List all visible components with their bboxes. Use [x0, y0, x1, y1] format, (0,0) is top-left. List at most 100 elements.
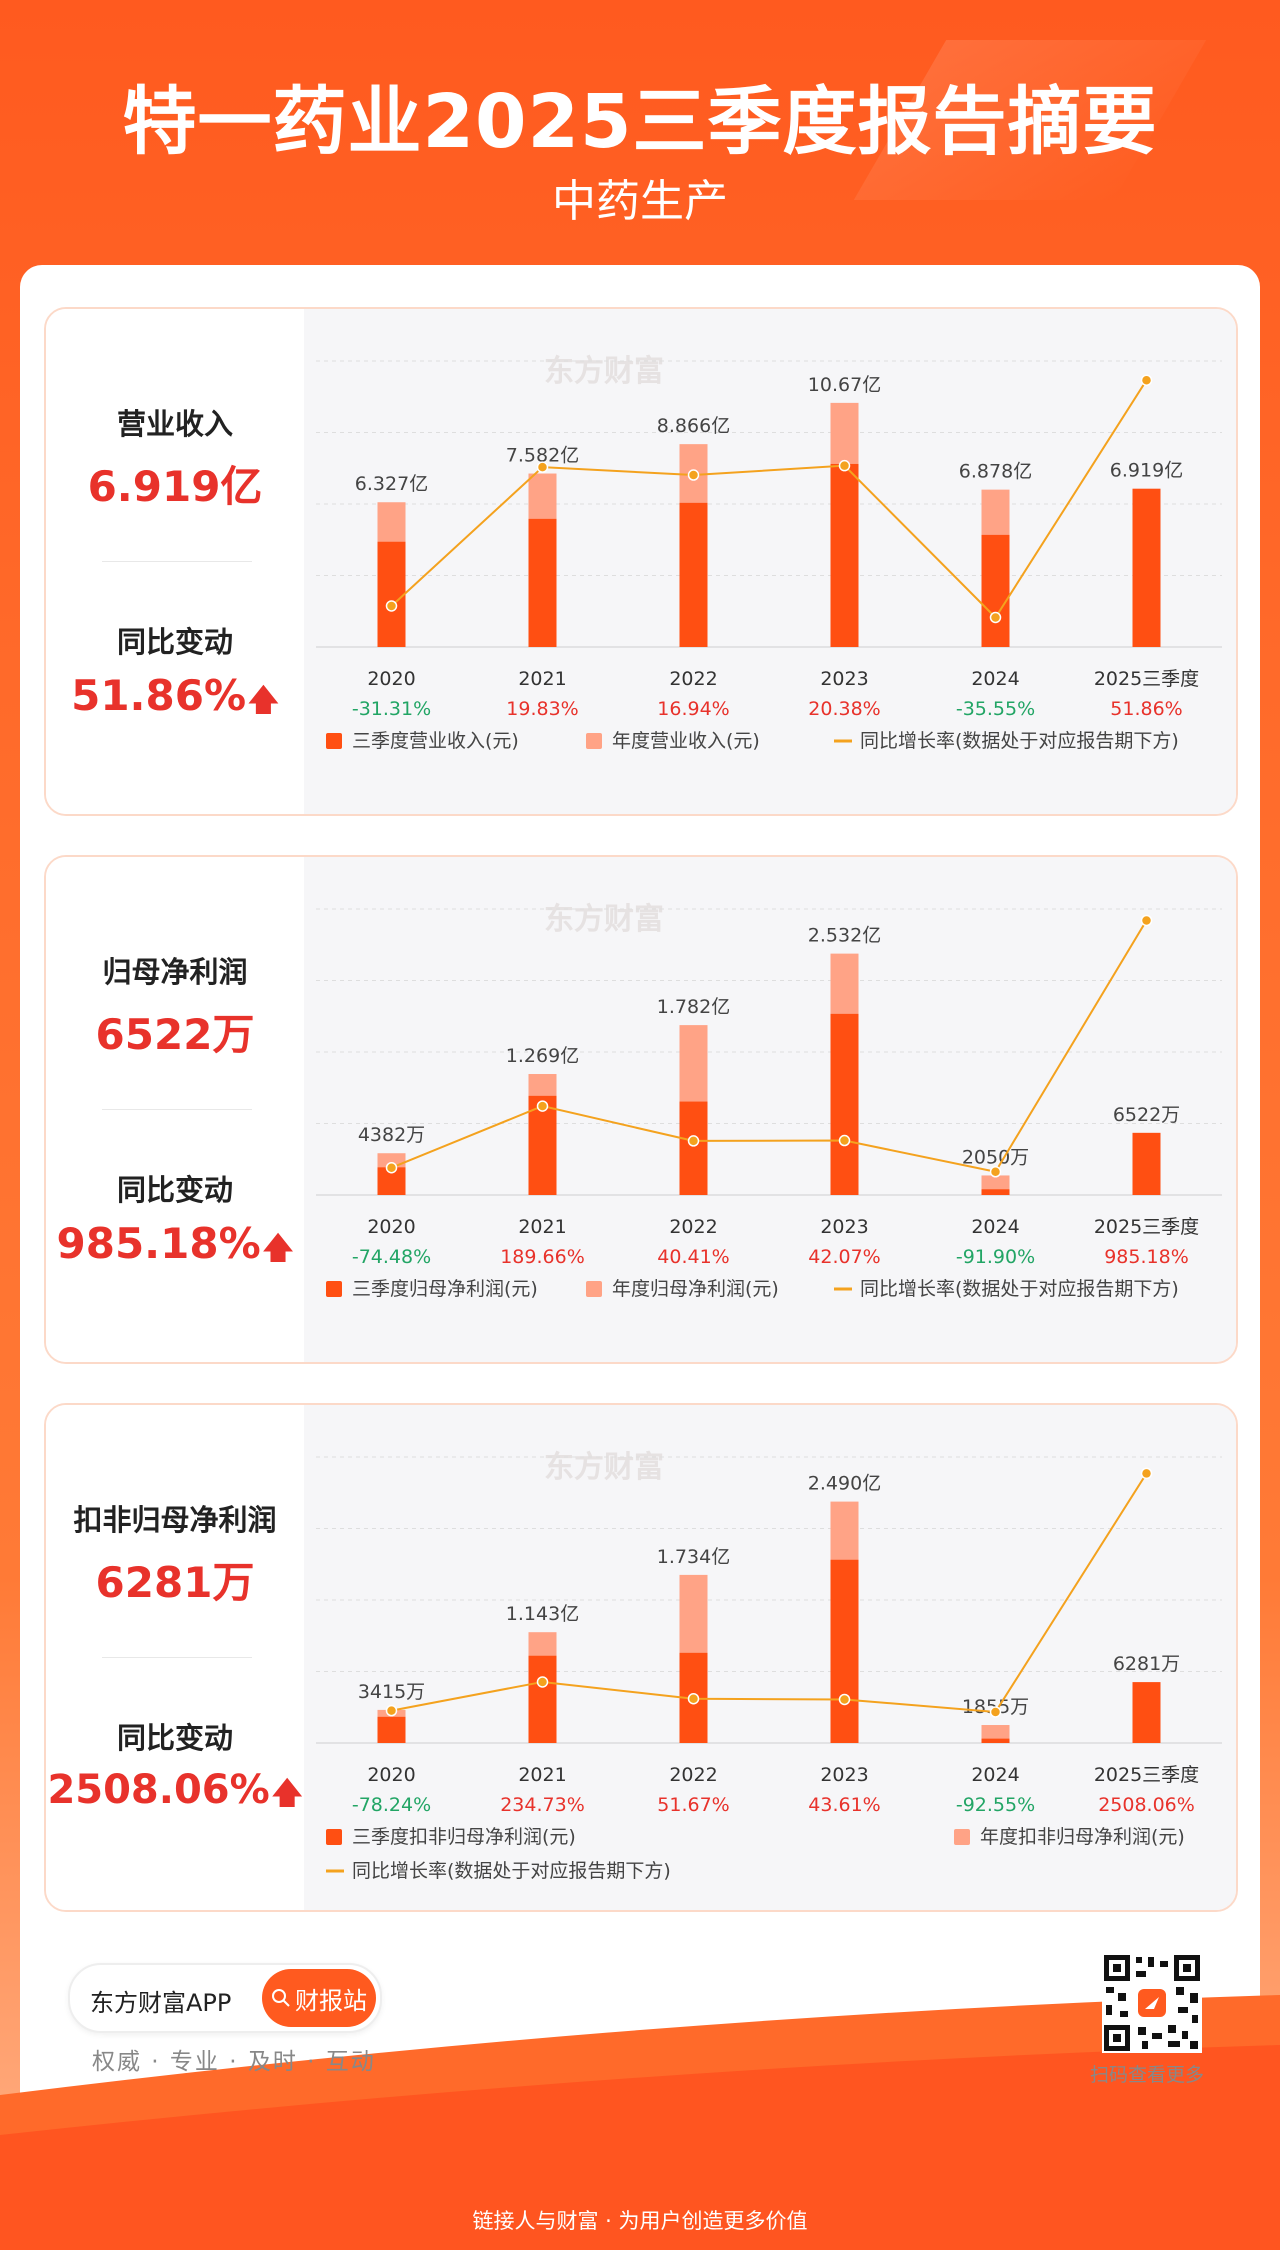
q3-bar: [528, 1655, 557, 1743]
change-value-row: 2508.06%🡅: [46, 1767, 304, 1822]
yoy-point: [385, 1161, 398, 1174]
page-subtitle: 中药生产: [552, 176, 728, 227]
yoy-label: 40.41%: [657, 1246, 729, 1268]
qr-code-icon[interactable]: [1102, 1953, 1202, 2053]
yoy-label: 20.38%: [808, 698, 880, 720]
yoy-label: -74.48%: [352, 1246, 431, 1268]
yoy-point: [536, 1100, 549, 1112]
metric-value: 6522万: [95, 1010, 255, 1059]
metric-label: 营业收入: [116, 407, 233, 441]
legend-label: 同比增长率(数据处于对应报告期下方): [352, 1860, 671, 1882]
bar-value-label: 6522万: [1113, 1104, 1180, 1126]
slogan: 权威 · 专业 · 及时 · 互动: [92, 2049, 376, 2075]
app-search-pill[interactable]: 东方财富APP 财报站: [68, 1963, 382, 2033]
deducted-profit-section: 扣非归母净利润 6281万 同比变动 2508.06%🡅 东方财富 3415万 20…: [44, 1403, 1238, 1912]
net-profit-chart-area: 东方财富 4382万 2020 -74.48% 1.269亿 2021 189.66% 1.7…: [304, 857, 1236, 1362]
deducted-profit-summary: 扣非归母净利润 6281万 同比变动 2508.06%🡅: [46, 1405, 304, 1910]
q3-bar: [981, 1738, 1010, 1743]
metric-label: 归母净利润: [102, 955, 248, 989]
yoy-point: [989, 1166, 1002, 1178]
change-value-row: 985.18%🡅: [46, 1219, 304, 1277]
bar-value-label: 2050万: [962, 1146, 1029, 1168]
category-label: 2020: [367, 1764, 415, 1786]
bar-value-label: 8.866亿: [657, 415, 730, 437]
yoy-label: -78.24%: [352, 1794, 431, 1816]
page-title: 特一药业2025三季度报告摘要: [122, 79, 1158, 165]
legend-swatch: [326, 1829, 342, 1845]
bar-value-label: 2.490亿: [808, 1473, 881, 1495]
change-label: 同比变动: [116, 1721, 233, 1755]
legend-label: 三季度扣非归母净利润(元): [352, 1826, 576, 1848]
q3-bar: [830, 1013, 859, 1195]
legend-label: 年度营业收入(元): [612, 730, 760, 752]
arrow-up-icon: 🡅: [248, 683, 279, 718]
legend-label: 三季度营业收入(元): [352, 730, 519, 752]
divider: [102, 1109, 252, 1110]
divider: [102, 561, 252, 562]
revenue-chart: 东方财富 6.327亿 2020 -31.31% 7.582亿 2021 19.83% 8.8…: [316, 354, 1222, 752]
net-profit-section: 归母净利润 6522万 同比变动 985.18%🡅 东方财富 4382万 2020-…: [44, 855, 1238, 1364]
report-station-label: 财报站: [295, 1986, 367, 2015]
category-label: 2025三季度: [1094, 1764, 1199, 1786]
yoy-point: [385, 1704, 398, 1717]
category-label: 2023: [820, 668, 868, 690]
yoy-point: [1140, 374, 1153, 386]
category-label: 2021: [518, 668, 566, 690]
yoy-line: [391, 1472, 1148, 1714]
category-label: 2021: [518, 1216, 566, 1238]
footer-tagline: 链接人与财富 · 为用户创造更多价值: [472, 2209, 808, 2233]
yoy-point: [687, 1135, 700, 1147]
change-value: 985.18%: [56, 1219, 261, 1268]
q3-bar: [679, 1101, 708, 1195]
q3-bar: [377, 541, 406, 647]
change-value-row: 51.86%🡅: [46, 671, 304, 729]
legend-swatch: [326, 1281, 342, 1297]
bar-value-label: 6.327亿: [355, 473, 428, 495]
legend-label: 同比增长率(数据处于对应报告期下方): [860, 1278, 1179, 1300]
legend-label: 年度扣非归母净利润(元): [980, 1826, 1185, 1848]
yoy-label: 189.66%: [500, 1246, 585, 1268]
report-station-button[interactable]: 财报站: [262, 1969, 376, 2027]
bar-value-label: 6.878亿: [959, 461, 1032, 483]
category-label: 2022: [669, 668, 717, 690]
yoy-point: [536, 1676, 549, 1688]
q3-bar: [1132, 1132, 1161, 1195]
category-label: 2022: [669, 1216, 717, 1238]
legend-label: 三季度归母净利润(元): [352, 1278, 538, 1300]
yoy-label: -31.31%: [352, 698, 431, 720]
legend-swatch: [586, 733, 602, 749]
q3-bar: [830, 1559, 859, 1743]
revenue-summary: 营业收入 6.919亿 同比变动 51.86%🡅: [46, 309, 304, 814]
yoy-label: 234.73%: [500, 1794, 585, 1816]
arrow-up-icon: 🡅: [262, 1231, 294, 1266]
yoy-point: [1140, 1467, 1153, 1480]
category-label: 2024: [971, 668, 1019, 690]
q3-bar: [528, 1095, 557, 1195]
yoy-point: [385, 600, 398, 612]
category-label: 2025三季度: [1094, 668, 1199, 690]
yoy-point: [687, 469, 700, 481]
yoy-line: [390, 379, 1148, 620]
change-label: 同比变动: [116, 625, 233, 659]
legend-label: 同比增长率(数据处于对应报告期下方): [860, 730, 1179, 752]
yoy-label: 51.86%: [1110, 698, 1182, 720]
yoy-label: 16.94%: [657, 698, 729, 720]
yoy-point: [838, 1134, 851, 1147]
q3-bar: [830, 463, 859, 647]
header: 特一药业2025三季度报告摘要 中药生产: [0, 0, 1280, 270]
yoy-label: 19.83%: [506, 698, 578, 720]
report-card: 营业收入 6.919亿 同比变动 51.86%🡅 东方财富 6.327亿 2020 -…: [20, 265, 1260, 2170]
net-profit-summary: 归母净利润 6522万 同比变动 985.18%🡅: [46, 857, 304, 1362]
change-value: 2508.06%: [47, 1767, 270, 1813]
q3-bar: [679, 502, 708, 647]
category-label: 2022: [669, 1764, 717, 1786]
category-label: 2024: [971, 1764, 1019, 1786]
bar-value-label: 1.782亿: [657, 996, 730, 1018]
category-label: 2024: [971, 1216, 1019, 1238]
metric-value: 6281万: [95, 1558, 255, 1607]
category-label: 2020: [367, 1216, 415, 1238]
bar-value-label: 2.532亿: [808, 925, 881, 947]
watermark: 东方财富: [544, 1450, 664, 1485]
yoy-point: [687, 1692, 700, 1705]
bar-value-label: 3415万: [358, 1681, 425, 1703]
